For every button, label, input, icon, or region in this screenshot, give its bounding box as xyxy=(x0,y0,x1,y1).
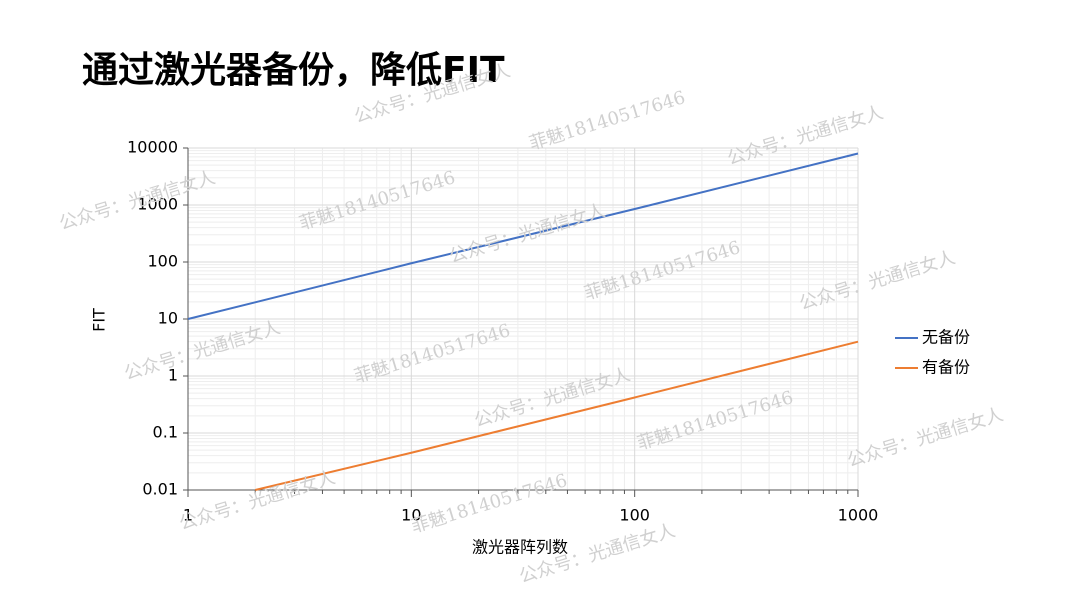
watermark: 公众号：光通信女人 xyxy=(725,102,886,169)
watermark: 公众号：光通信女人 xyxy=(797,247,958,314)
watermark: 公众号：光通信女人 xyxy=(472,364,633,431)
watermark: 菲魅18140517646 xyxy=(297,167,458,234)
x-tick-label: 1000 xyxy=(838,506,879,525)
y-tick-label: 1000 xyxy=(137,195,178,214)
data-line xyxy=(187,152,859,320)
watermark: 菲魅18140517646 xyxy=(527,87,688,154)
y-tick-label: 100 xyxy=(147,252,178,271)
y-tick-label: 10000 xyxy=(127,138,178,157)
watermark: 菲魅18140517646 xyxy=(352,320,513,387)
x-axis-label: 激光器阵列数 xyxy=(472,538,568,557)
x-tick-label: 1 xyxy=(183,506,193,525)
y-axis-label: FIT xyxy=(90,308,109,332)
watermark: 菲魅18140517646 xyxy=(409,470,570,537)
y-tick-label: 1 xyxy=(168,366,178,385)
y-tick-label: 0.01 xyxy=(142,480,178,499)
y-tick-label: 10 xyxy=(158,309,178,328)
data-line xyxy=(254,340,859,491)
watermark: 公众号：光通信女人 xyxy=(845,404,1006,471)
x-tick-label: 100 xyxy=(619,506,650,525)
watermark: 公众号：光通信女人 xyxy=(177,467,338,534)
watermark: 公众号：光通信女人 xyxy=(57,167,218,234)
watermark: 公众号：光通信女人 xyxy=(122,317,283,384)
watermark: 菲魅18140517646 xyxy=(635,387,796,454)
legend-label: 有备份 xyxy=(922,358,970,377)
x-tick-label: 10 xyxy=(401,506,421,525)
legend-label: 无备份 xyxy=(922,328,970,347)
y-tick-label: 0.1 xyxy=(153,423,178,442)
chart-title: 通过激光器备份，降低FIT xyxy=(82,50,505,91)
